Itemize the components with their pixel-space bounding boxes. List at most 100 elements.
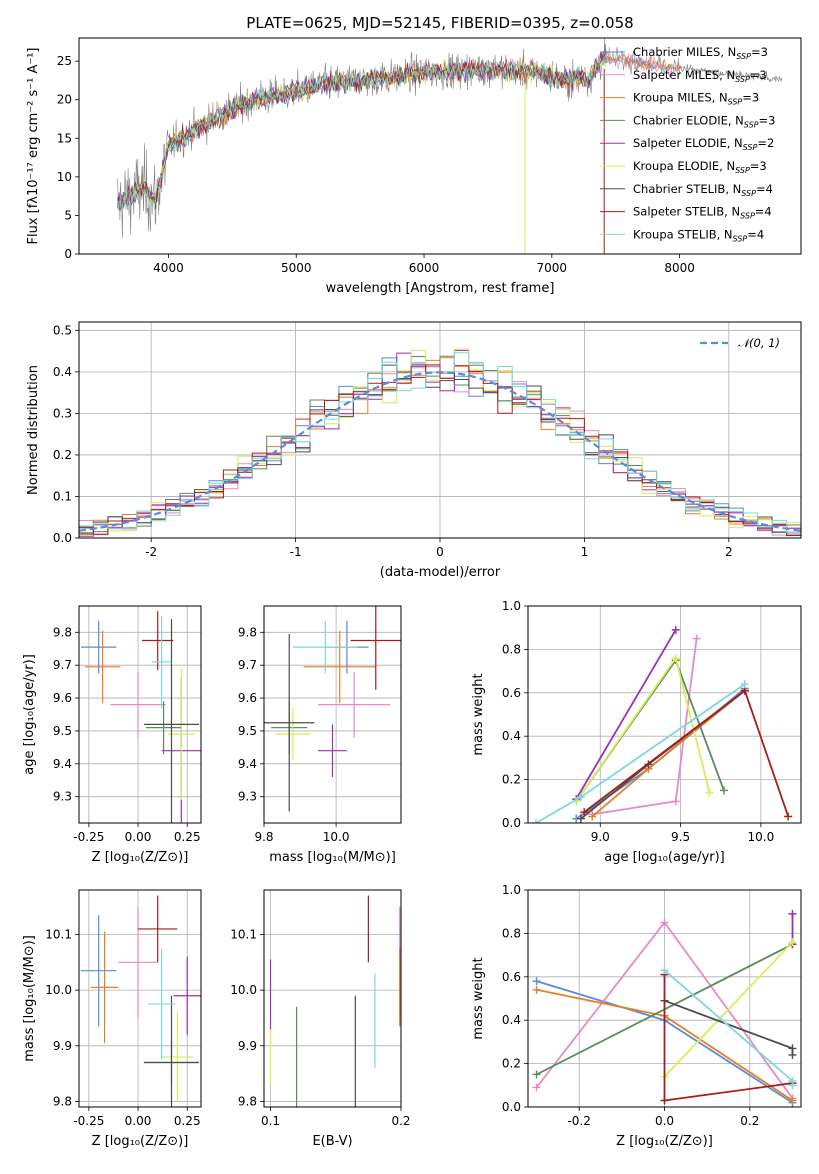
weight-line-salpeter-elodie [575,629,677,800]
figure-title: PLATE=0625, MJD=52145, FIBERID=0395, z=0… [246,14,633,32]
x-tick-label: -0.25 [73,1114,104,1128]
weight-line-kroupa-stelib [535,683,746,823]
axes-frame [78,889,202,1108]
x-axis-label: Z [log₁₀(Z/Z⊙)] [616,1134,713,1149]
y-tick-label: 0.2 [502,1057,521,1071]
panel-age-vs-Z: -0.25 0.00 0.25 9.3 9.4 9.5 9.6 9.7 9.8 Z [log₁₀(… [22,605,202,865]
y-axis-label: age [log₁₀(age/yr)] [22,654,37,775]
x-tick-label: -0.25 [73,830,104,844]
y-tick-label: 0.6 [502,970,521,984]
x-axis-label: mass [log₁₀(M/M⊙)] [269,850,396,865]
x-tick-label: 9.0 [591,830,610,844]
weight-marker-salpeter-miles [532,1083,541,1092]
plot-area [116,38,783,254]
weight-marker-salpeter-elodie [671,625,680,634]
weight-marker-kroupa-miles [788,1096,797,1105]
weight-marker-salpeter-miles [671,797,680,806]
x-tick-label: 9.5 [671,830,690,844]
legend-label-kroupa-stelib: Kroupa STELIB, NSSP=4 [633,227,764,243]
y-tick-label: 0.8 [502,926,521,940]
x-tick-label: 10.0 [747,830,774,844]
axes-frame [527,605,802,824]
panel-mass-vs-EBV: 0.1 0.2 9.8 9.9 10.0 10.1 E(B-V) [230,889,411,1149]
x-tick-label: 1 [581,545,589,559]
normal-curve [79,371,801,532]
panel-mass-vs-Z: -0.25 0.00 0.25 9.8 9.9 10.0 10.1 Z [log₁₀(Z/Z⊙… [22,889,202,1149]
x-tick-label: 9.8 [254,830,273,844]
legend-label-chabrier-miles: Chabrier MILES, NSSP=3 [633,45,768,61]
y-tick-label: 9.8 [238,1094,257,1108]
y-tick-label: 9.7 [53,658,72,672]
weight-marker-salpeter-miles [692,634,701,643]
x-tick-label: 0.1 [261,1114,280,1128]
x-tick-label: 0.25 [174,1114,201,1128]
plot-area [532,909,797,1107]
panel-residuals: -2 -1 0 1 2 0.0 0.1 0.2 0.3 0.4 0.5 (data-model)/er… [26,321,802,580]
weight-marker-chabrier-elodie [719,786,728,795]
y-tick-label: 9.9 [53,1039,72,1053]
plot-area [80,610,201,823]
y-tick-label: 1.0 [502,883,521,897]
plot-area [532,625,793,823]
plot-area [269,895,401,1107]
legend-label-chabrier-elodie: Chabrier ELODIE, NSSP=3 [633,113,775,129]
y-tick-label: 0.6 [502,686,521,700]
x-axis-label: (data-model)/error [380,565,501,580]
x-tick-label: 0 [436,545,444,559]
panel-age-vs-mass: 9.8 10.0 9.3 9.4 9.5 9.6 9.7 9.8 mass [log₁₀(M/M… [238,605,402,865]
weight-marker-kroupa-elodie [788,938,797,947]
y-axis-label: Flux [fλ10⁻¹⁷ erg cm⁻² s⁻¹ A⁻¹] [26,48,41,245]
x-tick-label: 5000 [281,261,312,275]
weight-marker-chabrier-elodie [532,1070,541,1079]
y-tick-label: 0.0 [502,816,521,830]
axes-frame [78,605,202,824]
x-tick-label: 0.00 [125,830,152,844]
panel-massweight-vs-Z: -0.2 0.0 0.2 0.0 0.2 0.4 0.6 0.8 1.0 Z [log₁₀(Z/Z… [471,883,802,1149]
y-tick-label: 0.2 [502,773,521,787]
x-tick-label: 10.0 [323,830,350,844]
y-tick-label: 9.8 [238,625,257,639]
x-axis-label: wavelength [Angstrom, rest frame] [326,281,555,296]
weight-marker-salpeter-miles [660,918,669,927]
y-tick-label: 0.3 [53,406,72,420]
weight-marker-kroupa-stelib [660,966,669,975]
panel-massweight-vs-age: 9.0 9.5 10.0 0.0 0.2 0.4 0.6 0.8 1.0 age [log₁₀(a… [471,599,802,865]
y-tick-label: 10.0 [45,983,72,997]
y-tick-label: 0.8 [502,642,521,656]
y-tick-label: 9.4 [53,757,72,771]
y-tick-label: 0.0 [53,531,72,545]
weight-marker-salpeter-stelib [580,808,589,817]
x-tick-label: 0.0 [655,1114,674,1128]
y-tick-label: 0.0 [502,1100,521,1114]
plot-area [264,606,401,812]
x-axis-label: E(B-V) [312,1134,352,1149]
weight-marker-kroupa-stelib [740,680,749,689]
weight-marker-chabrier-miles [532,977,541,986]
x-tick-label: 4000 [153,261,184,275]
weight-marker-chabrier-stelib [788,1050,797,1059]
x-axis-label: Z [log₁₀(Z/Z⊙)] [92,850,189,865]
y-axis-label: mass [log₁₀(M/M⊙)] [22,935,37,1062]
x-axis-label: age [log₁₀(age/yr)] [604,850,725,865]
y-tick-label: 15 [57,131,72,145]
weight-marker-kroupa-elodie [671,654,680,663]
y-tick-label: 0.1 [53,489,72,503]
y-tick-label: 0.4 [53,365,72,379]
y-tick-label: 0.4 [502,1013,521,1027]
y-tick-label: 0.5 [53,323,72,337]
y-tick-label: 9.8 [53,1094,72,1108]
axes-frame [263,889,402,1108]
y-tick-label: 9.7 [238,658,257,672]
axes-frame [263,605,402,824]
axes-frame [527,889,802,1108]
x-tick-label: 7000 [537,261,568,275]
x-tick-label: -1 [290,545,302,559]
weight-marker-kroupa-elodie [705,788,714,797]
y-tick-label: 20 [57,93,72,107]
legend-label-kroupa-miles: Kroupa MILES, NSSP=3 [633,91,759,107]
x-tick-label: 0.2 [740,1114,759,1128]
axes-frame [78,37,802,255]
legend-label-chabrier-stelib: Chabrier STELIB, NSSP=4 [633,182,773,198]
weight-marker-salpeter-stelib [784,812,793,821]
